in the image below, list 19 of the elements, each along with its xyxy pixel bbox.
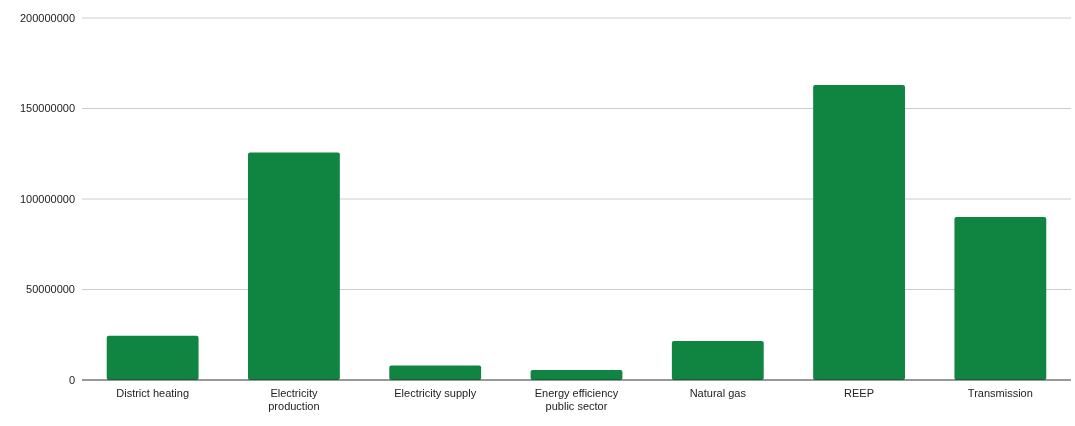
x-tick-label: District heating: [116, 387, 190, 399]
y-tick-label: 0: [68, 373, 75, 386]
y-tick-label: 150000000: [19, 102, 75, 115]
x-tick-label: REEP: [844, 387, 875, 399]
x-tick-label: Energy efficiency public sector: [534, 387, 619, 412]
x-tick-label: Electricity supply: [394, 387, 477, 399]
bar: [813, 84, 905, 380]
bar: [389, 365, 482, 380]
x-tick-label: Electricity production: [268, 387, 320, 412]
bar: [530, 370, 623, 380]
x-tick-label: Transmission: [967, 387, 1033, 399]
bar: [954, 217, 1047, 380]
y-tick-label: 100000000: [19, 192, 75, 205]
bar: [671, 341, 764, 380]
bar: [248, 152, 340, 380]
bar: [106, 335, 199, 380]
x-tick-label: Natural gas: [689, 387, 747, 399]
y-tick-label: 50000000: [26, 283, 75, 296]
y-tick-label: 200000000: [19, 11, 75, 24]
